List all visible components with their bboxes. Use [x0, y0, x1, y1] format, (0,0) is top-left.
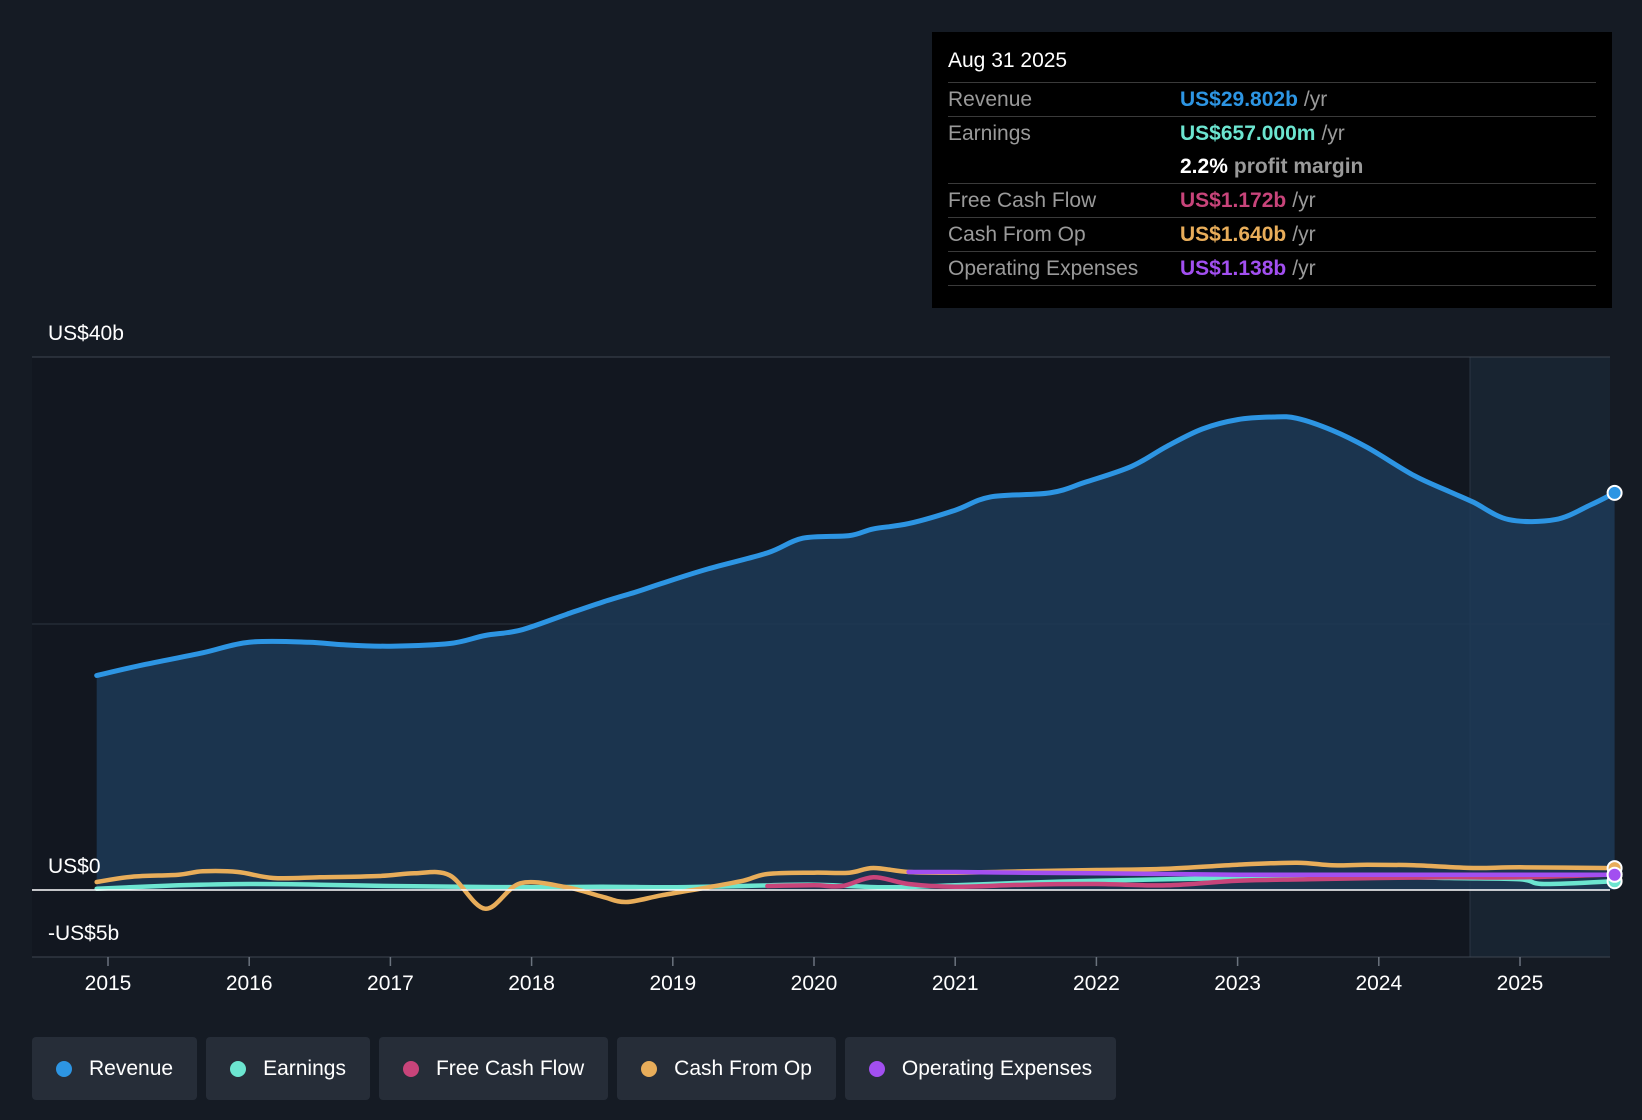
tooltip-unit: /yr — [1292, 257, 1316, 280]
tooltip: Aug 31 2025 Revenue US$29.802b /yr Earni… — [932, 32, 1612, 308]
x-tick-label: 2021 — [932, 972, 979, 995]
x-tick-label: 2022 — [1073, 972, 1120, 995]
x-tick-label: 2020 — [791, 972, 838, 995]
end-markers — [1606, 484, 1623, 890]
tooltip-label: Earnings — [948, 122, 1031, 145]
x-tick-label: 2015 — [85, 972, 132, 995]
tooltip-unit: profit margin — [1233, 155, 1364, 178]
y-label-zero: US$0 — [48, 855, 101, 878]
cash-from-op-line — [94, 860, 1617, 911]
tooltip-row-earnings: Earnings US$657.000m /yr — [948, 117, 1596, 150]
legend-label: Earnings — [263, 1056, 346, 1080]
earnings-dot-icon — [230, 1060, 247, 1077]
x-axis: 2015 2016 2017 2018 2019 2020 2021 2022 2023 2024… — [85, 957, 1544, 995]
operating-expenses-dot-icon — [868, 1060, 885, 1077]
revenue-dot-icon — [56, 1060, 72, 1077]
free-cash-flow-dot-icon — [402, 1060, 419, 1077]
legend-label: Revenue — [89, 1056, 174, 1080]
revenue-area — [96, 416, 1615, 890]
tooltip-unit: /yr — [1292, 223, 1316, 246]
tooltip-label: Operating Expenses — [948, 257, 1139, 280]
legend-item-free-cash-flow[interactable]: Free Cash Flow — [378, 1037, 609, 1100]
tooltip-row-profit-margin: 2.2% profit margin — [948, 150, 1596, 184]
legend-item-operating-expenses[interactable]: Operating Expenses — [844, 1037, 1117, 1100]
cash-from-op-dot-icon — [641, 1060, 658, 1077]
operating-expenses-line — [906, 869, 1617, 878]
tooltip-row-free-cash-flow: Free Cash Flow US$1.172b /yr — [948, 184, 1596, 218]
operating-expenses-end-marker — [1606, 866, 1623, 883]
x-tick-label: 2024 — [1355, 972, 1402, 995]
tooltip-row-revenue: Revenue US$29.802b /yr — [948, 83, 1596, 117]
x-tick-label: 2023 — [1214, 972, 1261, 995]
tooltip-label: Cash From Op — [948, 223, 1086, 246]
legend-label: Cash From Op — [674, 1056, 812, 1080]
tooltip-value: US$1.138b — [1180, 257, 1287, 280]
revenue-line — [94, 414, 1618, 678]
legend-item-earnings[interactable]: Earnings — [206, 1037, 370, 1100]
legend-label: Operating Expenses — [901, 1056, 1093, 1080]
y-label-bottom: -US$5b — [48, 922, 119, 945]
y-label-top: US$40b — [48, 322, 124, 345]
tooltip-value: US$29.802b — [1180, 88, 1298, 111]
tooltip-label — [948, 150, 1180, 183]
tooltip-value: US$1.640b — [1180, 223, 1287, 246]
tooltip-value: US$1.172b — [1180, 189, 1287, 212]
x-tick-label: 2019 — [649, 972, 696, 995]
tooltip-row-cash-from-op: Cash From Op US$1.640b /yr — [948, 218, 1596, 252]
tooltip-unit: /yr — [1292, 189, 1316, 212]
revenue-end-marker — [1606, 484, 1623, 501]
x-tick-label: 2025 — [1497, 972, 1544, 995]
x-tick-label: 2018 — [508, 972, 555, 995]
tooltip-row-operating-expenses: Operating Expenses US$1.138b /yr — [948, 252, 1596, 286]
legend-item-cash-from-op[interactable]: Cash From Op — [617, 1037, 836, 1100]
tooltip-date: Aug 31 2025 — [948, 46, 1596, 83]
free-cash-flow-line — [765, 872, 1617, 889]
legend-item-revenue[interactable]: Revenue — [32, 1037, 198, 1100]
legend-label: Free Cash Flow — [435, 1056, 585, 1080]
tooltip-unit: /yr — [1303, 88, 1328, 111]
tooltip-value: US$657.000m — [1180, 122, 1316, 145]
legend: Revenue Earnings Free Cash Flow Cash Fro… — [32, 1037, 1117, 1100]
x-tick-label: 2017 — [367, 972, 414, 995]
tooltip-label: Revenue — [948, 88, 1033, 111]
series-layer — [94, 414, 1618, 911]
x-tick-label: 2016 — [226, 972, 273, 995]
tooltip-value: 2.2% — [1180, 155, 1228, 178]
tooltip-label: Free Cash Flow — [948, 189, 1097, 212]
tooltip-unit: /yr — [1321, 122, 1345, 145]
